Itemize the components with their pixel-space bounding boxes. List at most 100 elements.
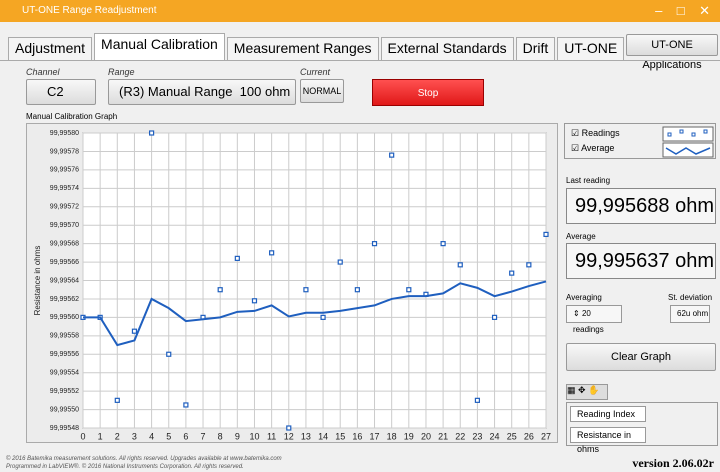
reading-point <box>148 130 155 136</box>
x-tick-label: 4 <box>149 431 154 441</box>
reading-point <box>354 287 360 293</box>
y-tick-label: 99,99574 <box>50 185 79 192</box>
x-tick-label: 25 <box>507 431 517 441</box>
x-tick-label: 23 <box>472 431 482 441</box>
average-line <box>83 280 547 347</box>
reading-point <box>303 287 309 293</box>
reading-point <box>371 241 378 247</box>
x-tick-label: 21 <box>438 431 448 441</box>
tab-bar: Adjustment Manual Calibration Measurement … <box>8 33 626 60</box>
reading-point <box>543 231 549 238</box>
y-axis-label: Resistance in ohms <box>33 246 42 316</box>
y-tick-label: 99,99558 <box>50 333 79 340</box>
tab[interactable]: Measurement Ranges <box>226 37 379 60</box>
y-tick-label: 99,99576 <box>50 167 79 174</box>
reading-point <box>114 397 120 403</box>
tab[interactable]: External Standards <box>380 37 514 60</box>
x-tick-label: 24 <box>490 431 500 441</box>
range-select[interactable]: (R3) Manual Range 100 ohm <box>108 79 296 105</box>
channel-select[interactable]: C2 <box>26 79 96 105</box>
y-tick-label: 99,99580 <box>50 130 79 137</box>
average-label: Average <box>566 232 596 241</box>
stdev-field: 62u ohm <box>670 305 710 323</box>
range-label: Range <box>108 67 135 77</box>
reading-point <box>251 298 258 304</box>
reading-point <box>491 314 498 320</box>
x-tick-label: 19 <box>404 431 414 441</box>
x-tick-label: 12 <box>284 431 294 441</box>
window-buttons[interactable]: – □ ✕ <box>655 3 710 18</box>
x-tick-label: 9 <box>235 431 240 441</box>
reading-point <box>131 328 138 334</box>
x-tick-label: 10 <box>249 431 259 441</box>
legend-swatches <box>662 126 714 158</box>
x-tick-label: 16 <box>352 431 362 441</box>
title-bar: UT-ONE Range Readjustment – □ ✕ <box>0 0 720 22</box>
x-tick-label: 8 <box>218 431 223 441</box>
tab[interactable]: Drift <box>515 37 556 60</box>
legend-item[interactable]: ☑ Readings <box>571 128 620 138</box>
legend-label: Average <box>581 143 615 153</box>
cursor-y-field: Resistance in ohms <box>570 427 646 454</box>
tab[interactable]: Manual Calibration <box>94 33 225 60</box>
footer-line: Programmed in LabVIEW®. © 2016 National … <box>6 464 244 470</box>
graph-title: Manual Calibration Graph <box>26 112 118 121</box>
tab[interactable]: UT-ONE <box>557 37 625 60</box>
current-label: Current <box>300 67 331 77</box>
x-tick-label: 11 <box>267 431 276 441</box>
reading-point <box>217 287 223 293</box>
averaging-value: 20 readings <box>573 309 604 334</box>
x-tick-label: 27 <box>541 431 551 441</box>
stop-button[interactable]: Stop <box>372 79 484 106</box>
tab-divider <box>0 60 720 61</box>
reading-point <box>474 397 481 403</box>
x-tick-label: 0 <box>80 431 85 441</box>
version: version 2.06.02r <box>632 456 714 470</box>
footer-line: © 2016 Batemika measurement solutions. A… <box>6 456 282 462</box>
y-tick-label: 99,99554 <box>50 370 79 377</box>
graph-tools[interactable]: ▦ ✥ ✋ <box>566 384 608 400</box>
window-title: UT-ONE Range Readjustment <box>22 5 157 16</box>
y-tick-label: 99,99578 <box>50 148 79 155</box>
x-tick-label: 26 <box>524 431 534 441</box>
y-tick-label: 99,99566 <box>50 259 79 266</box>
y-tick-label: 99,99552 <box>50 388 79 395</box>
reading-point <box>320 314 326 320</box>
clear-graph-button[interactable]: Clear Graph <box>566 343 716 371</box>
y-tick-label: 99,99568 <box>50 240 79 247</box>
chart: 99,99548 99,99550 99,99552 99,99554 99,99556… <box>26 123 558 443</box>
y-tick-label: 99,99562 <box>50 296 79 303</box>
x-tick-label: 1 <box>98 431 103 441</box>
reading-point <box>457 262 463 268</box>
reading-point <box>440 241 446 247</box>
averaging-label: Averaging <box>566 293 602 302</box>
average-value: 99,995637 ohm <box>566 243 716 279</box>
x-tick-label: 6 <box>183 431 188 441</box>
y-tick-label: 99,99548 <box>50 425 79 432</box>
averaging-field[interactable]: ⇕ 20 readings <box>566 305 622 334</box>
channel-label: Channel <box>26 67 60 77</box>
reading-point <box>389 152 395 158</box>
reading-point <box>286 425 292 431</box>
legend-item[interactable]: ☑ Average <box>571 143 615 153</box>
tab[interactable]: Adjustment <box>8 37 93 60</box>
x-tick-label: 7 <box>201 431 206 441</box>
legend-label: Readings <box>581 128 620 138</box>
reading-point <box>509 270 515 276</box>
x-tick-label: 5 <box>166 431 171 441</box>
cursor-x-field: Reading Index <box>570 406 646 422</box>
x-tick-label: 18 <box>387 431 397 441</box>
x-tick-label: 20 <box>421 431 431 441</box>
x-tick-label: 14 <box>318 431 328 441</box>
apps-button[interactable]: UT-ONE Applications <box>626 34 718 71</box>
x-tick-label: 13 <box>301 431 311 441</box>
legend: ☑ Readings ☑ Average <box>564 123 716 159</box>
y-tick-label: 99,99550 <box>50 406 79 413</box>
x-tick-label: 22 <box>455 431 465 441</box>
reading-point <box>183 402 189 408</box>
x-tick-label: 3 <box>132 431 137 441</box>
reading-point <box>166 351 172 357</box>
last-reading: 99,995688 ohm <box>566 188 716 224</box>
reading-point <box>269 250 275 256</box>
